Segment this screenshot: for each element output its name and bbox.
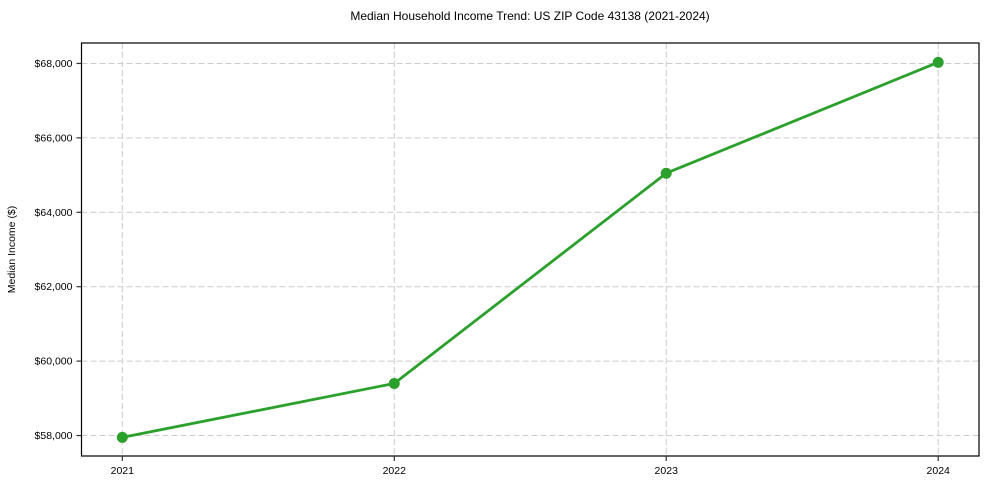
data-point-2024: [932, 56, 944, 68]
data-point-2022: [388, 377, 400, 389]
data-series-layer: [116, 56, 944, 443]
y-tick-label: $58,000: [35, 430, 73, 442]
x-tick-label: 2021: [111, 465, 135, 477]
y-tick-label: $68,000: [35, 58, 73, 70]
axes-layer: $58,000 $60,000 $62,000 $64,000 $66,000 $68,0…: [35, 42, 980, 477]
x-tick-label: 2022: [383, 465, 407, 477]
y-tick-label: $66,000: [35, 132, 73, 144]
y-axis-label: Median Income ($): [6, 206, 18, 294]
data-point-2023: [660, 167, 672, 179]
chart-title: Median Household Income Trend: US ZIP Co…: [350, 9, 709, 23]
gridlines-layer: [81, 43, 979, 456]
x-tick-label: 2024: [927, 465, 951, 477]
trend-line: [120, 60, 940, 439]
plot-border: [80, 42, 980, 457]
x-tick-label: 2023: [655, 465, 679, 477]
data-point-2021: [116, 431, 128, 443]
y-tick-label: $64,000: [35, 207, 73, 219]
y-tick-label: $62,000: [35, 281, 73, 293]
y-tick-label: $60,000: [35, 356, 73, 368]
